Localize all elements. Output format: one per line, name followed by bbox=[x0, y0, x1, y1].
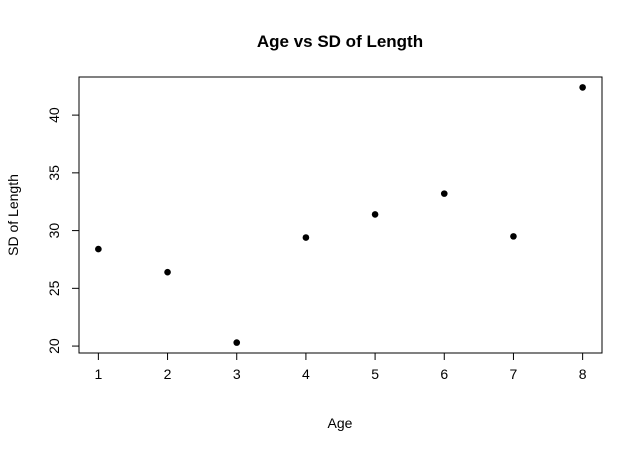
x-axis: 1 2 3 4 5 6 7 8 bbox=[94, 352, 587, 382]
x-tick-label: 2 bbox=[164, 366, 172, 382]
data-point bbox=[440, 190, 448, 197]
x-tick-label: 5 bbox=[371, 366, 379, 382]
data-point bbox=[95, 245, 102, 253]
data-point bbox=[302, 234, 310, 241]
data-point bbox=[164, 268, 171, 276]
y-tick-label: 30 bbox=[46, 223, 62, 239]
y-axis-label: SD of Length bbox=[5, 174, 21, 256]
plot-area bbox=[78, 76, 603, 354]
data-points bbox=[95, 84, 586, 346]
x-tick-label: 1 bbox=[94, 366, 102, 382]
x-tick-label: 6 bbox=[440, 366, 448, 382]
chart-title: Age vs SD of Length bbox=[257, 32, 423, 51]
data-point bbox=[371, 211, 379, 218]
y-axis: 20 25 30 35 40 bbox=[46, 107, 80, 354]
y-tick-label: 35 bbox=[46, 165, 62, 181]
x-tick-label: 4 bbox=[302, 366, 310, 382]
data-point bbox=[233, 339, 241, 346]
x-tick-label: 8 bbox=[579, 366, 587, 382]
y-tick-label: 40 bbox=[46, 107, 62, 123]
data-point bbox=[579, 84, 586, 91]
x-tick-label: 3 bbox=[233, 366, 241, 382]
x-tick-label: 7 bbox=[510, 366, 518, 382]
y-tick-label: 20 bbox=[46, 338, 62, 354]
x-axis-label: Age bbox=[328, 415, 353, 431]
data-point bbox=[510, 233, 517, 240]
y-tick-label: 25 bbox=[46, 280, 62, 296]
